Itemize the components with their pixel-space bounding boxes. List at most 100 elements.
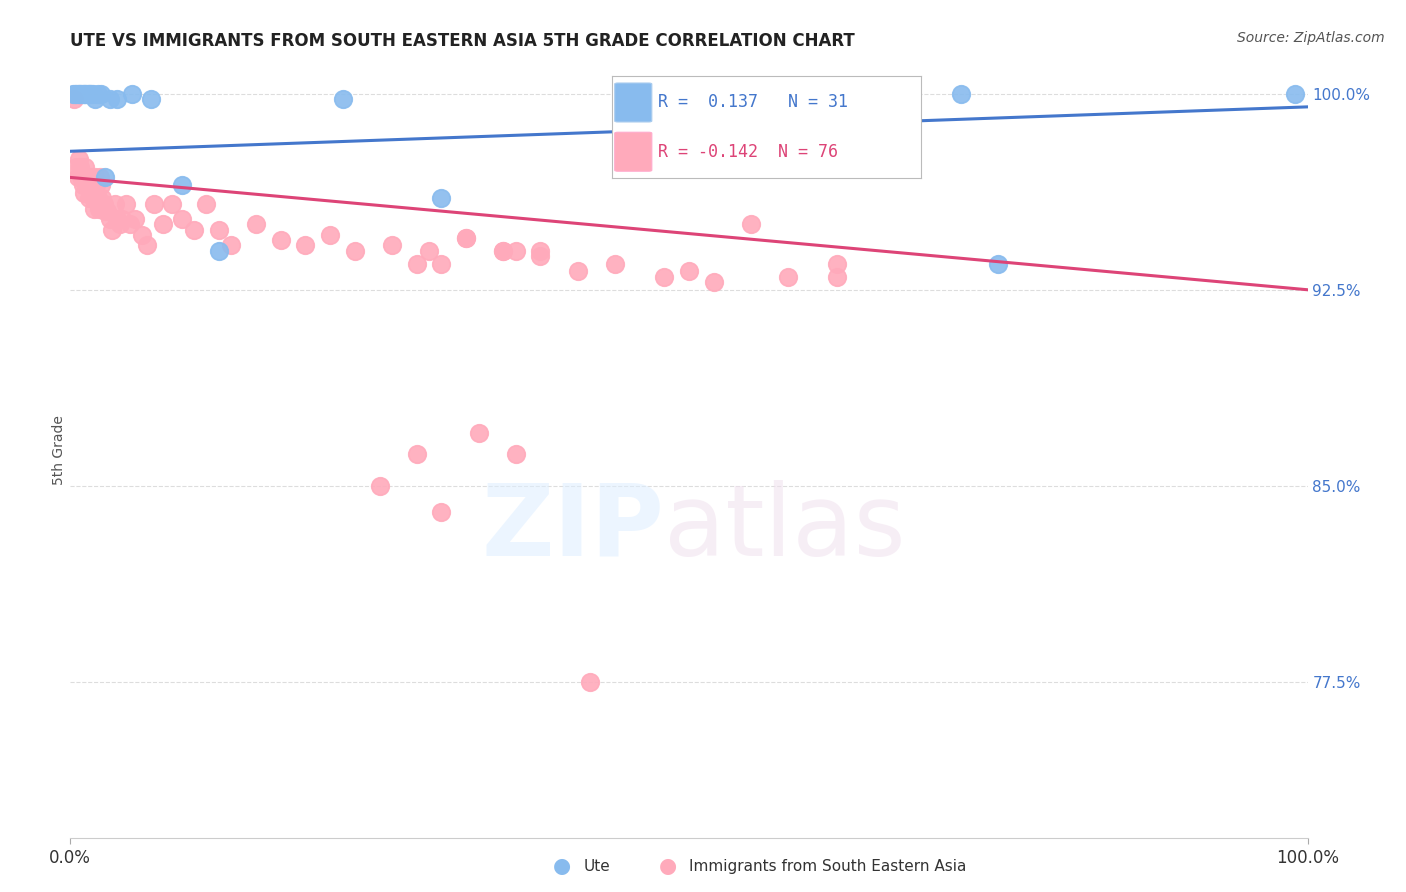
Point — [183, 222, 205, 236]
Point — [80, 87, 103, 101]
Point — [776, 269, 799, 284]
Point — [65, 87, 87, 101]
Point — [72, 178, 94, 193]
Point — [91, 191, 114, 205]
Point — [72, 87, 94, 101]
Point — [105, 212, 128, 227]
Point — [678, 264, 700, 278]
Point — [80, 178, 103, 193]
Point — [827, 257, 849, 271]
Point — [131, 227, 153, 242]
Point — [195, 196, 218, 211]
Point — [93, 196, 115, 211]
Point — [73, 186, 96, 200]
Point — [108, 218, 131, 232]
Point — [579, 674, 602, 689]
Point — [75, 87, 97, 101]
Point — [75, 87, 97, 101]
Point — [603, 257, 626, 271]
Point — [77, 87, 100, 101]
Point — [170, 178, 193, 193]
Point — [456, 230, 478, 244]
Text: Immigrants from South Eastern Asia: Immigrants from South Eastern Asia — [689, 859, 966, 874]
Point — [63, 92, 86, 106]
Point — [405, 447, 427, 461]
Point — [86, 191, 108, 205]
Point — [84, 92, 107, 106]
Point — [65, 87, 87, 101]
Point — [70, 87, 93, 101]
Point — [90, 87, 112, 101]
Point — [294, 238, 316, 252]
Point — [66, 170, 89, 185]
Point — [505, 244, 527, 258]
Point — [115, 196, 138, 211]
Point — [69, 87, 91, 101]
Point — [87, 202, 110, 216]
Point — [94, 170, 117, 185]
Point — [89, 170, 111, 185]
Text: atlas: atlas — [664, 480, 905, 576]
Point — [827, 269, 849, 284]
Point — [270, 233, 292, 247]
Point — [160, 196, 183, 211]
Point — [430, 505, 453, 519]
Text: ●: ● — [554, 856, 571, 876]
Text: R =  0.137   N = 31: R = 0.137 N = 31 — [658, 94, 848, 112]
Point — [492, 244, 515, 258]
Point — [136, 238, 159, 252]
Point — [118, 218, 141, 232]
Point — [79, 170, 101, 185]
Point — [332, 92, 354, 106]
Point — [567, 264, 589, 278]
Point — [170, 212, 193, 227]
Point — [319, 227, 342, 242]
Text: UTE VS IMMIGRANTS FROM SOUTH EASTERN ASIA 5TH GRADE CORRELATION CHART: UTE VS IMMIGRANTS FROM SOUTH EASTERN ASI… — [70, 32, 855, 50]
Point — [82, 87, 104, 101]
Text: Ute: Ute — [583, 859, 610, 874]
Point — [75, 170, 97, 185]
Point — [98, 92, 121, 106]
Point — [69, 160, 91, 174]
Point — [987, 257, 1010, 271]
Point — [529, 244, 551, 258]
Point — [77, 191, 100, 205]
Point — [101, 222, 124, 236]
Point — [86, 87, 108, 101]
Point — [143, 196, 166, 211]
Point — [152, 218, 174, 232]
Point — [83, 202, 105, 216]
Point — [98, 212, 121, 227]
Text: Source: ZipAtlas.com: Source: ZipAtlas.com — [1237, 31, 1385, 45]
Point — [703, 275, 725, 289]
FancyBboxPatch shape — [614, 132, 652, 171]
Point — [418, 244, 440, 258]
Point — [950, 87, 973, 101]
Point — [208, 244, 231, 258]
Point — [343, 244, 366, 258]
FancyBboxPatch shape — [614, 83, 652, 122]
Text: ●: ● — [659, 856, 676, 876]
Point — [62, 87, 84, 101]
Text: R = -0.142  N = 76: R = -0.142 N = 76 — [658, 143, 838, 161]
Point — [67, 87, 90, 101]
Point — [505, 447, 527, 461]
Point — [492, 244, 515, 258]
Point — [65, 160, 87, 174]
Point — [139, 92, 162, 106]
Point — [1284, 87, 1306, 101]
Point — [70, 170, 93, 185]
Point — [467, 426, 489, 441]
Point — [75, 160, 97, 174]
Point — [381, 238, 404, 252]
Point — [84, 170, 107, 185]
Point — [368, 479, 391, 493]
Point — [529, 249, 551, 263]
Point — [90, 178, 112, 193]
Point — [76, 87, 98, 101]
Point — [740, 218, 762, 232]
Point — [82, 191, 104, 205]
Point — [94, 204, 117, 219]
Point — [79, 87, 101, 101]
Point — [405, 257, 427, 271]
